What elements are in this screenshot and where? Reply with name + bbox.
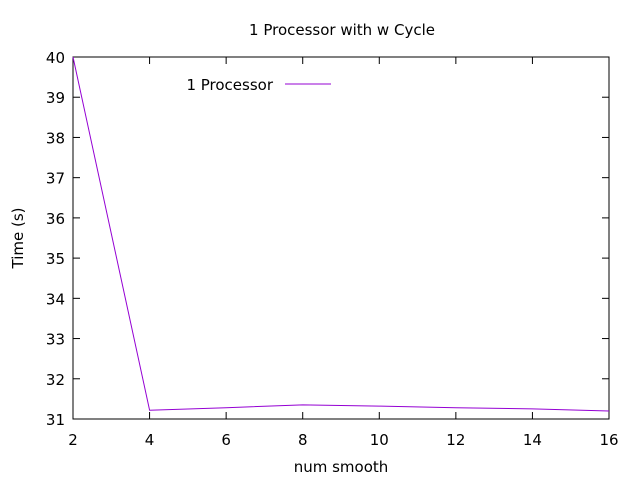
x-tick-label: 14 [523, 431, 542, 449]
series-layer [72, 56, 610, 412]
y-tick-label: 39 [46, 89, 65, 107]
y-tick-label: 37 [46, 170, 65, 188]
y-tick-label: 34 [46, 290, 65, 308]
x-tick-label: 6 [221, 431, 231, 449]
y-tick-label: 32 [46, 371, 65, 389]
series-line-1-processor [72, 56, 610, 412]
legend: 1 Processor [186, 76, 331, 94]
legend-label-1-processor: 1 Processor [186, 76, 273, 94]
y-tick-label: 36 [46, 210, 65, 228]
plot-frame [72, 56, 610, 420]
x-tick-label: 4 [145, 431, 155, 449]
y-axis: 31 32 33 34 35 36 37 38 39 40 [46, 49, 609, 429]
y-tick-label: 31 [46, 411, 65, 429]
y-tick-label: 38 [46, 129, 65, 147]
x-axis-label: num smooth [294, 458, 389, 476]
x-tick-label: 8 [298, 431, 308, 449]
y-axis-label: Time (s) [9, 208, 27, 270]
y-tick-label: 33 [46, 331, 65, 349]
x-tick-label: 16 [599, 431, 618, 449]
x-tick-label: 10 [370, 431, 389, 449]
chart-title: 1 Processor with w Cycle [249, 21, 435, 39]
x-tick-label: 12 [446, 431, 465, 449]
y-tick-label: 40 [46, 49, 65, 67]
x-tick-label: 2 [68, 431, 78, 449]
y-tick-label: 35 [46, 250, 65, 268]
x-axis: 2 4 6 8 10 12 14 16 [68, 57, 619, 449]
